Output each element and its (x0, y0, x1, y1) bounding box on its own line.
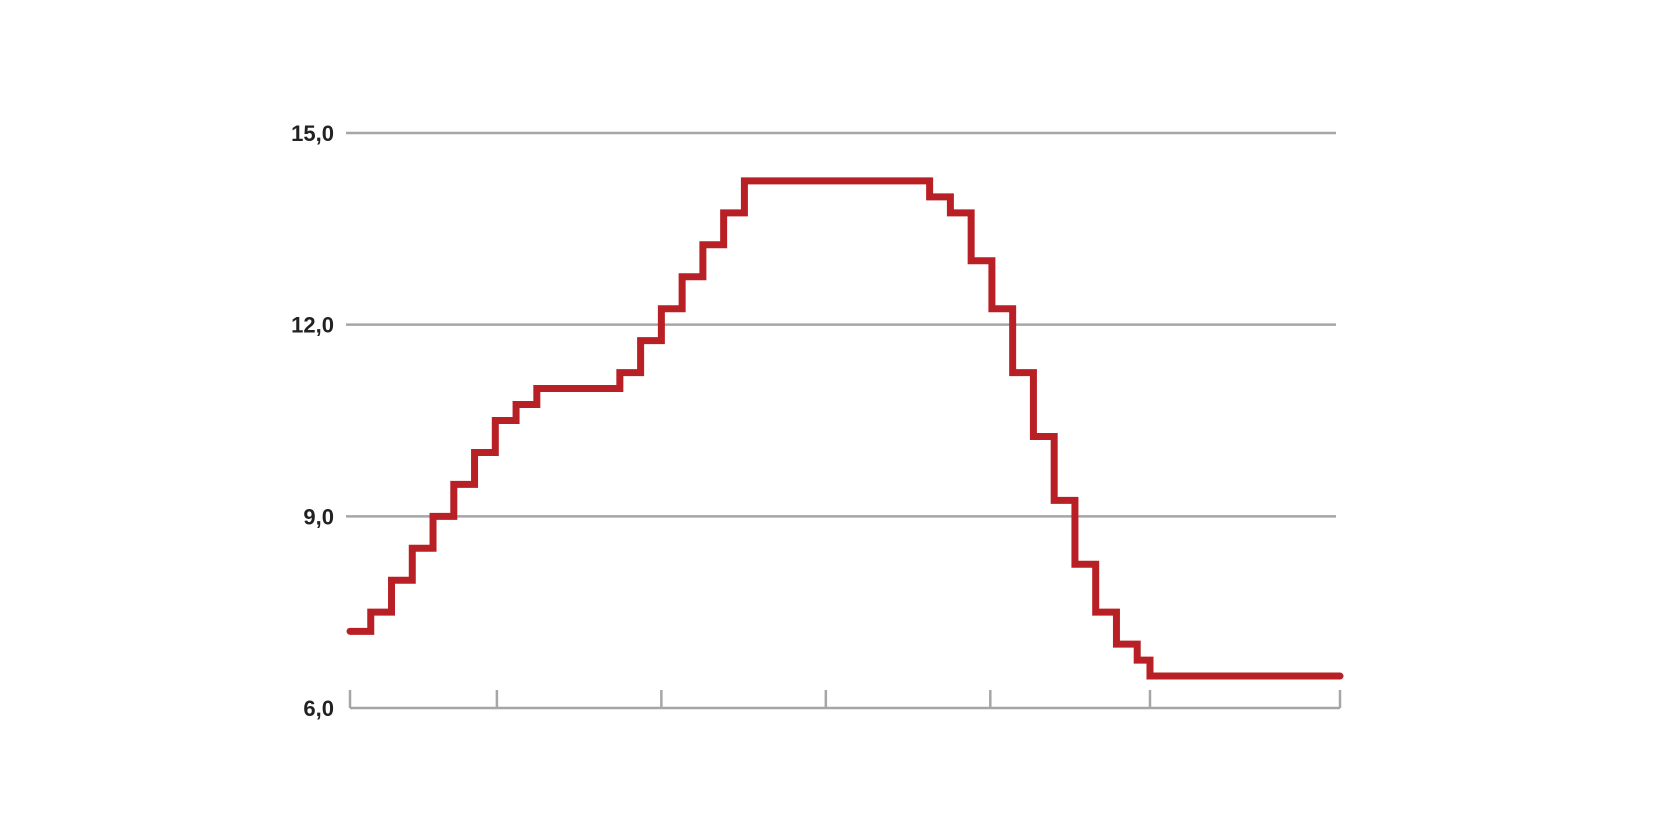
x-axis (348, 690, 1342, 710)
y-tick-label: 15,0 (291, 121, 334, 146)
y-tick-label: 12,0 (291, 313, 334, 338)
y-tick-label: 9,0 (303, 504, 334, 529)
gridlines (346, 131, 1336, 518)
series-line-0 (346, 177, 1344, 680)
series-layer (346, 177, 1344, 680)
y-tick-labels: 6,0 9,0 12,0 15,0 (291, 121, 334, 721)
y-tick-label: 6,0 (303, 696, 334, 721)
